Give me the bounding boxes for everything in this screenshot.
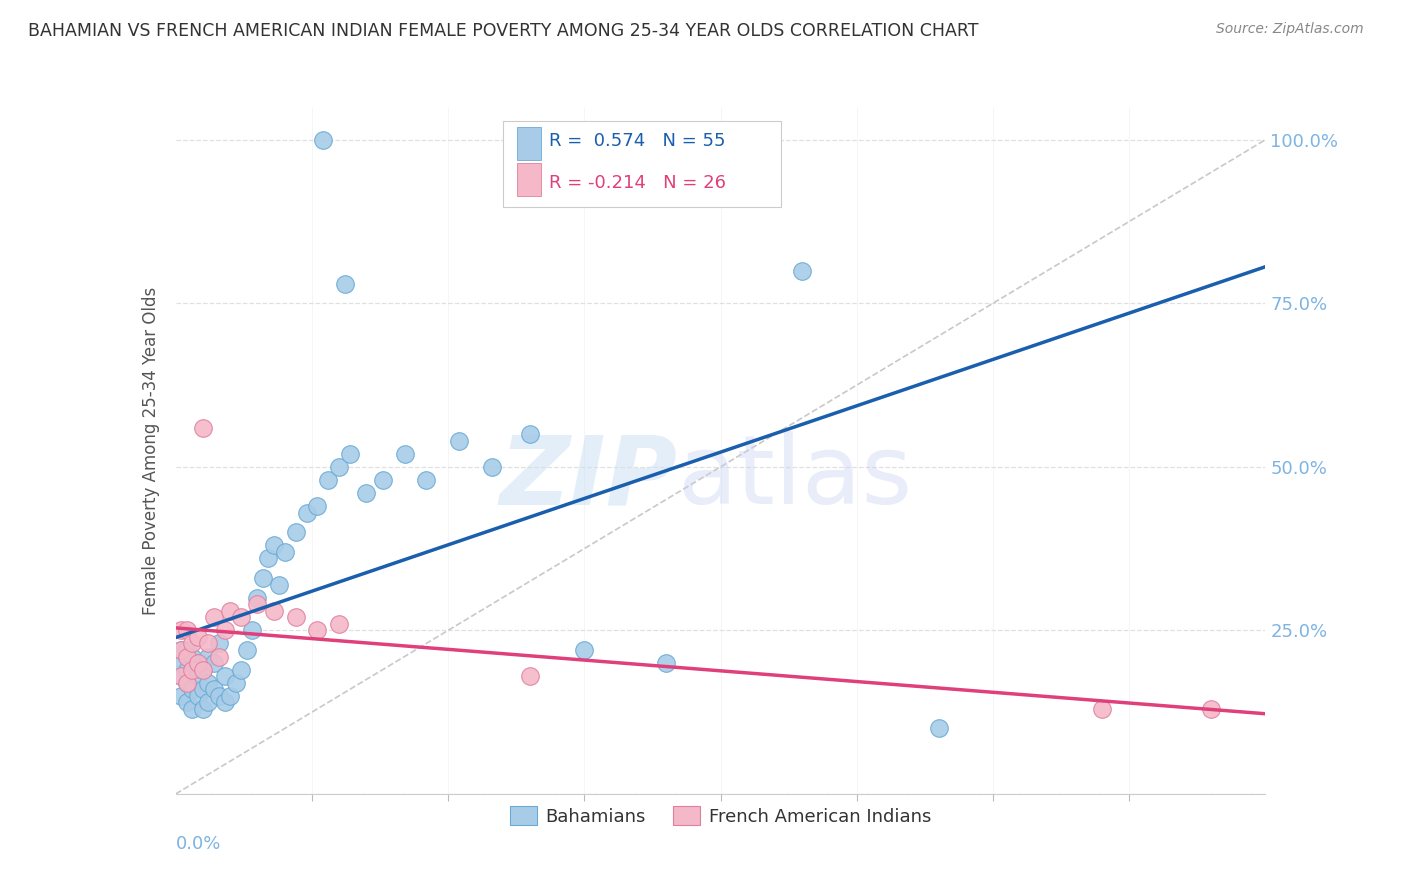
Point <box>240 624 263 638</box>
Text: BAHAMIAN VS FRENCH AMERICAN INDIAN FEMALE POVERTY AMONG 25-34 YEAR OLDS CORRELAT: BAHAMIAN VS FRENCH AMERICAN INDIAN FEMAL… <box>28 22 979 40</box>
Point <box>176 675 198 690</box>
Point <box>181 636 204 650</box>
Point <box>295 506 318 520</box>
Point <box>208 649 231 664</box>
Point <box>181 649 204 664</box>
Point <box>181 682 204 697</box>
Point <box>186 656 209 670</box>
Point <box>312 133 335 147</box>
Text: R = -0.214   N = 26: R = -0.214 N = 26 <box>550 174 727 192</box>
Point <box>231 663 253 677</box>
Point <box>176 624 198 638</box>
Point <box>1091 702 1114 716</box>
Point <box>170 643 193 657</box>
Point <box>792 263 814 277</box>
Point <box>307 624 329 638</box>
Point <box>191 420 214 434</box>
Point <box>176 649 198 664</box>
Point <box>328 616 350 631</box>
Point <box>170 643 193 657</box>
Point <box>214 624 236 638</box>
Point <box>181 663 204 677</box>
Point <box>186 689 209 703</box>
Point <box>170 689 193 703</box>
Point <box>214 669 236 683</box>
Point <box>197 675 219 690</box>
Point <box>394 447 416 461</box>
Point <box>202 682 225 697</box>
Point <box>284 610 307 624</box>
Point <box>214 695 236 709</box>
Point <box>481 459 503 474</box>
Point <box>197 649 219 664</box>
Point <box>176 663 198 677</box>
Point <box>519 669 541 683</box>
Point <box>574 643 596 657</box>
Text: atlas: atlas <box>678 432 912 524</box>
Point <box>170 669 193 683</box>
Text: Source: ZipAtlas.com: Source: ZipAtlas.com <box>1216 22 1364 37</box>
Point <box>191 663 214 677</box>
Point <box>246 597 269 611</box>
Text: ZIP: ZIP <box>499 432 678 524</box>
Point <box>356 486 378 500</box>
Point <box>274 545 297 559</box>
Point <box>1199 702 1222 716</box>
Point <box>176 643 198 657</box>
Point <box>170 669 193 683</box>
Point <box>186 656 209 670</box>
Point <box>176 695 198 709</box>
Point <box>252 571 274 585</box>
Y-axis label: Female Poverty Among 25-34 Year Olds: Female Poverty Among 25-34 Year Olds <box>142 286 160 615</box>
Point <box>328 459 350 474</box>
Point <box>371 473 394 487</box>
Point <box>208 636 231 650</box>
Point <box>928 722 950 736</box>
Point <box>339 447 361 461</box>
Point <box>186 669 209 683</box>
Point <box>191 682 214 697</box>
Point <box>176 675 198 690</box>
FancyBboxPatch shape <box>517 127 541 160</box>
Text: 0.0%: 0.0% <box>176 835 221 853</box>
Point <box>191 702 214 716</box>
Point <box>202 610 225 624</box>
Text: R =  0.574   N = 55: R = 0.574 N = 55 <box>550 132 725 151</box>
Point <box>202 656 225 670</box>
Point <box>231 610 253 624</box>
Point <box>225 675 247 690</box>
Point <box>197 695 219 709</box>
Legend: Bahamians, French American Indians: Bahamians, French American Indians <box>502 799 939 833</box>
Point <box>655 656 678 670</box>
Point <box>333 277 356 291</box>
Point <box>263 538 285 552</box>
Point <box>191 663 214 677</box>
Point <box>170 624 193 638</box>
Point <box>219 604 242 618</box>
Point <box>197 636 219 650</box>
Point <box>318 473 340 487</box>
Point <box>263 604 285 618</box>
FancyBboxPatch shape <box>517 163 541 196</box>
Point <box>170 656 193 670</box>
Point <box>307 499 329 513</box>
Point <box>447 434 470 448</box>
Point <box>219 689 242 703</box>
Point <box>415 473 437 487</box>
Point <box>257 551 280 566</box>
Point <box>181 702 204 716</box>
Point <box>181 663 204 677</box>
Point <box>284 525 307 540</box>
FancyBboxPatch shape <box>503 120 780 207</box>
Point <box>269 577 291 591</box>
Point <box>186 630 209 644</box>
Point <box>208 689 231 703</box>
Point <box>519 427 541 442</box>
Point <box>235 643 257 657</box>
Point <box>246 591 269 605</box>
